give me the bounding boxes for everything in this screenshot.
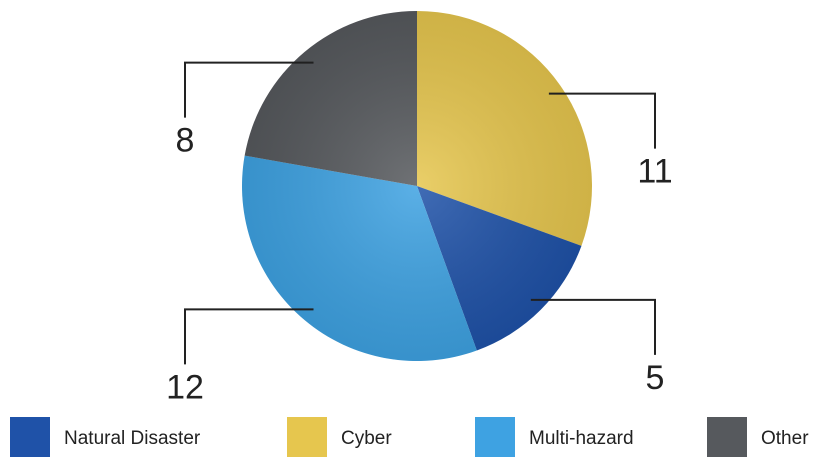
legend-swatch	[287, 417, 327, 457]
legend-label: Multi-hazard	[529, 428, 634, 449]
data-label: 8	[176, 122, 195, 160]
legend-label: Cyber	[341, 428, 392, 449]
data-label: 5	[646, 359, 665, 397]
data-label: 11	[637, 153, 672, 191]
legend-swatch	[10, 417, 50, 457]
leader-line	[184, 308, 314, 365]
data-label: 12	[166, 368, 204, 406]
legend-label: Other	[761, 428, 809, 449]
legend-swatch	[707, 417, 747, 457]
leader-line	[530, 298, 656, 355]
pie-slice	[244, 11, 417, 186]
legend-swatch	[475, 417, 515, 457]
legend-label: Natural Disaster	[64, 428, 201, 449]
